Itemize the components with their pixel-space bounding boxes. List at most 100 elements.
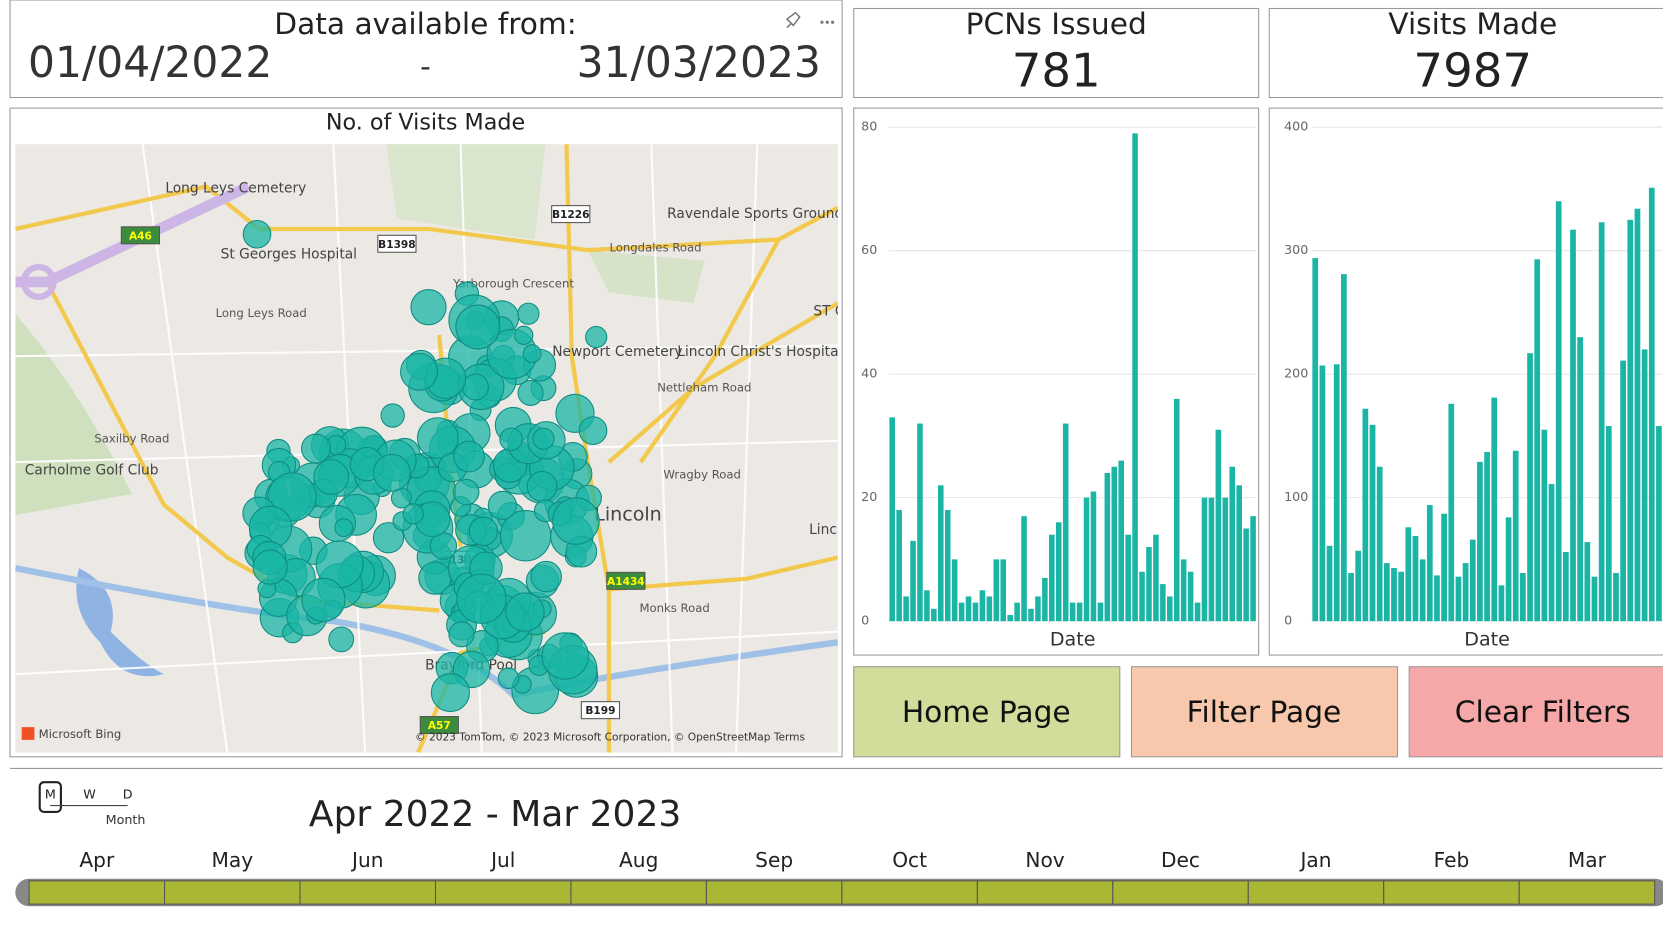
month-label: Jan [1298,848,1331,872]
shield-box [580,701,621,720]
bar [1139,571,1145,622]
month-label: Mar [1568,848,1607,872]
shield-label: A46 [129,230,152,242]
bar [1312,258,1319,622]
clear-button[interactable] [1408,666,1663,758]
bar [1049,534,1055,622]
bar [1627,219,1634,622]
button-label[interactable]: Filter Page [1187,694,1342,729]
granularity-option[interactable]: D [123,786,133,801]
map-label: Monks Road [639,601,709,615]
granularity-option[interactable]: M [45,786,56,801]
bar [1118,460,1124,622]
bar [1605,426,1612,622]
road-shield: A57 [419,715,459,735]
bar [1527,353,1533,622]
map[interactable]: Long Leys Cemetery St Georges Hospital Rav… [15,144,892,753]
shield-label: B199 [585,705,615,717]
visit-bubble [578,416,608,445]
visit-bubble [461,373,489,401]
button-label[interactable]: Clear Filters [1455,694,1631,729]
bar [938,485,944,622]
month-cell [1247,880,1385,905]
bar [1146,547,1152,622]
map-label: Longdales Road [610,241,702,255]
bar [1160,584,1166,622]
bar [1167,596,1173,622]
bar [951,559,958,622]
bar [917,423,923,622]
y-tick-label: 400 [1284,119,1308,134]
map-label: Ravendale Sports Ground [667,206,843,222]
granularity-selector[interactable] [38,781,62,813]
bar [972,602,979,622]
bar [1090,491,1097,622]
month-cell [299,880,437,905]
visit-bubble [301,577,346,622]
visit-bubble [541,632,589,680]
button-label[interactable]: Home Page [902,694,1071,729]
visit-bubble [585,325,608,349]
bar [1534,259,1541,622]
bar [924,590,930,622]
bar [1333,364,1340,622]
date-heading: Data available from: [274,6,577,41]
month-cell [976,880,1114,905]
bar [986,596,993,622]
visit-bubble [380,403,405,428]
pin-icon[interactable] [785,11,801,29]
bar [1076,602,1083,622]
bar [1426,505,1433,622]
bar [1348,572,1354,622]
bar [1369,424,1376,622]
month-label: Jul [489,848,515,872]
bar [1007,614,1013,622]
bar [1062,423,1069,622]
y-tick-label: 100 [1284,489,1308,504]
bar [1173,398,1180,622]
bar [1341,274,1347,622]
y-tick-label: 300 [1284,242,1308,257]
bar [1391,568,1397,622]
bar [1215,429,1222,622]
bar [1491,397,1498,622]
y-tick-label: 0 [861,613,869,628]
month-cell [434,880,572,905]
bar [1505,517,1512,622]
home-button[interactable] [853,666,1121,758]
bar [1111,466,1118,622]
x-axis-label: Date [1464,629,1510,651]
more-icon[interactable] [820,20,835,24]
visit-bubble [497,667,520,690]
map-title: No. of Visits Made [326,109,525,135]
bar [1153,534,1159,622]
road-shield: A46 [120,226,161,245]
month-cell [570,880,707,905]
bar [1562,551,1569,622]
bar [1434,575,1440,622]
map-label: Linc [809,522,837,538]
bar [1455,576,1462,622]
visit-bubble [453,440,485,473]
date-separator: - [420,48,431,83]
granularity-option[interactable]: W [83,786,96,801]
visit-bubble [252,549,288,585]
bar [958,602,965,622]
map-label: Wragby Road [663,467,740,481]
bar [1180,559,1187,622]
bar [1104,472,1111,622]
bar [889,417,895,622]
bar [1520,572,1526,622]
bar [1613,572,1619,622]
map-attribution: Microsoft Bing [39,727,122,741]
month-label: May [212,848,254,872]
filter-button[interactable] [1130,666,1399,758]
y-tick-label: 80 [861,119,877,134]
bar [1125,534,1131,622]
month-label: Apr [79,848,115,872]
month-cell [1518,880,1656,905]
bar [1229,466,1236,622]
visit-bubble [530,560,562,593]
